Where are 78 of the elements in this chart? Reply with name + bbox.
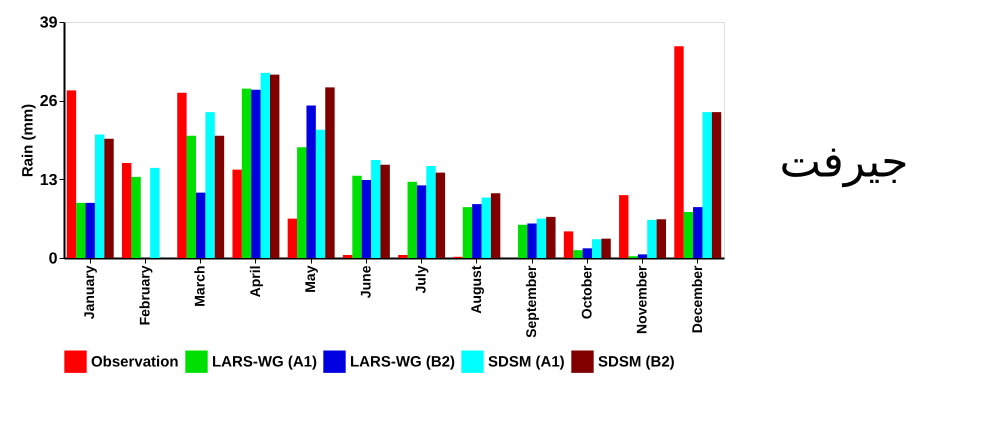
y-axis-title: Rain (mm) — [20, 104, 37, 178]
x-tick-label: September — [523, 264, 540, 338]
bar — [196, 192, 206, 258]
bar — [270, 74, 280, 258]
bar — [76, 202, 86, 258]
x-tick-label: August — [468, 265, 484, 314]
bar — [436, 172, 446, 258]
legend-label: SDSM (A1) — [488, 354, 565, 371]
bar — [232, 170, 242, 258]
bar — [86, 202, 95, 258]
bar — [416, 185, 426, 258]
bar — [131, 176, 141, 258]
bar — [674, 46, 684, 258]
bar — [251, 90, 261, 258]
bar — [242, 88, 252, 258]
bar — [601, 238, 611, 258]
y-tick-label: 39 — [40, 14, 58, 32]
x-tick-label: January — [81, 265, 98, 320]
x-tick-label: February — [136, 265, 152, 326]
bar — [712, 112, 722, 258]
bar — [205, 112, 215, 258]
x-tick-label: March — [192, 266, 208, 307]
bar — [260, 72, 270, 258]
x-tick-label: April — [246, 266, 263, 298]
bar — [573, 250, 583, 258]
bar — [408, 182, 417, 258]
legend-label: LARS-WG (B2) — [350, 354, 455, 371]
bar — [490, 193, 500, 258]
bar — [684, 212, 694, 258]
bar — [398, 254, 408, 258]
bar — [104, 138, 114, 258]
bar — [702, 112, 712, 258]
bar — [306, 106, 316, 258]
bar — [288, 218, 298, 258]
bar — [536, 218, 546, 258]
bar — [564, 231, 574, 258]
bar — [342, 254, 352, 258]
bar — [582, 248, 592, 258]
bar — [546, 216, 556, 258]
legend-label: LARS-WG (A1) — [212, 354, 317, 371]
x-tick-label: October — [578, 264, 594, 320]
bar — [380, 164, 390, 258]
bar — [316, 130, 326, 258]
bar — [527, 224, 537, 258]
x-tick-label: July — [412, 265, 429, 294]
bar — [352, 176, 362, 258]
bar — [482, 197, 491, 258]
bar — [647, 220, 657, 258]
bar — [592, 239, 602, 258]
bar — [214, 136, 224, 258]
bar — [638, 254, 648, 258]
bar — [325, 87, 335, 258]
bar — [297, 147, 306, 258]
x-tick-label: June — [357, 265, 374, 298]
bar — [426, 166, 436, 258]
bar — [518, 224, 528, 258]
bar — [472, 204, 482, 258]
bar — [177, 92, 187, 258]
x-tick-label: May — [302, 265, 318, 293]
x-tick-label: December — [688, 264, 705, 334]
bar — [619, 195, 628, 258]
legend-label: SDSM (B2) — [598, 354, 675, 371]
y-tick-label: 13 — [40, 172, 58, 189]
bar — [122, 162, 132, 258]
y-tick-label: 26 — [40, 93, 58, 110]
y-tick-label: 0 — [48, 250, 58, 268]
bar — [693, 207, 702, 258]
bar — [94, 134, 104, 258]
bar — [362, 180, 372, 258]
bar — [371, 160, 380, 258]
bar — [656, 219, 666, 258]
bar — [150, 168, 160, 258]
legend-label: Observation — [91, 354, 179, 371]
x-tick-label: November — [634, 264, 650, 334]
text: جیرفت — [780, 136, 908, 188]
bar — [462, 207, 472, 258]
bar — [66, 90, 76, 258]
bar — [186, 136, 196, 258]
